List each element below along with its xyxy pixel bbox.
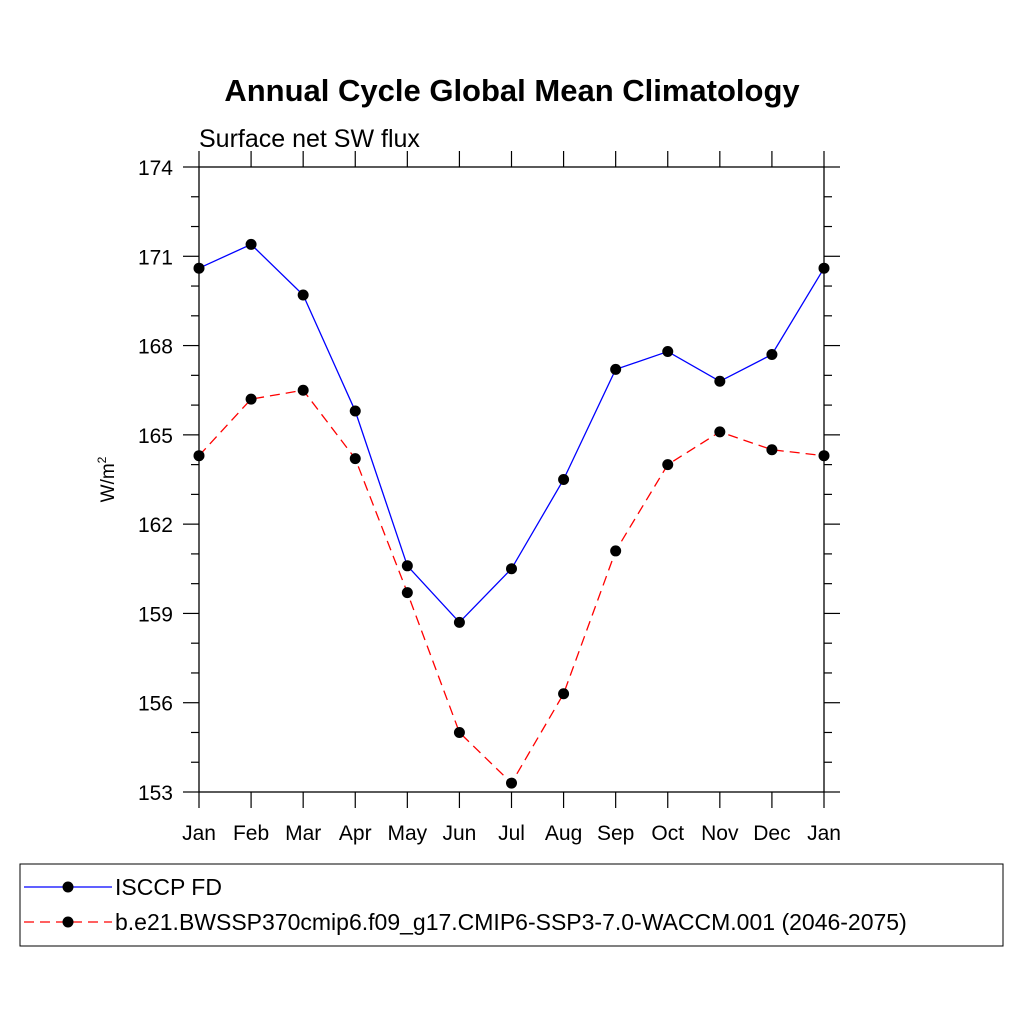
y-tick-label: 156 xyxy=(138,693,173,716)
x-tick-label: Nov xyxy=(701,822,739,845)
legend-label-1: ISCCP FD xyxy=(115,874,222,900)
legend-marker-1 xyxy=(62,881,74,893)
y-tick-label: 168 xyxy=(138,336,173,359)
plot-axes: 153 156 159 162 165 168 171 174 Jan Feb Mar Apr May J… xyxy=(95,151,841,845)
y-tick-label: 171 xyxy=(138,246,173,269)
legend: ISCCP FD b.e21.BWSSP370cmip6.f09_g17.CMIP… xyxy=(19,863,1004,947)
y-axis-label-superscript: 2 xyxy=(95,456,109,463)
y-tick-label: 162 xyxy=(138,514,173,537)
y-tick-label: 174 xyxy=(138,157,173,180)
series-1-point xyxy=(453,616,465,628)
legend-box xyxy=(19,863,1004,947)
series-2-line xyxy=(198,389,825,785)
x-tick-label: Jul xyxy=(498,822,525,845)
y-tick-label: 159 xyxy=(138,603,173,626)
series-2-point xyxy=(401,587,413,599)
series-2-point xyxy=(349,453,361,465)
x-tick-label: Jan xyxy=(182,822,216,845)
x-tick-label: Mar xyxy=(285,822,321,845)
series-2-point xyxy=(297,384,309,396)
y-tick-label: 153 xyxy=(138,782,173,805)
series-2-point xyxy=(610,545,622,557)
series-2-point xyxy=(245,393,257,405)
series-1-point xyxy=(662,346,674,358)
y-tick-label: 165 xyxy=(138,425,173,448)
series-1-point xyxy=(714,375,726,387)
plot-series xyxy=(193,238,830,789)
plot-frame xyxy=(198,166,825,793)
x-tick-label: Oct xyxy=(651,822,684,845)
series-1 xyxy=(193,238,830,628)
x-tick-label: Sep xyxy=(597,822,634,845)
legend-marker-2 xyxy=(62,916,74,928)
series-2-point xyxy=(714,426,726,438)
series-1-point xyxy=(506,563,517,575)
legend-label-2: b.e21.BWSSP370cmip6.f09_g17.CMIP6-SSP3-7… xyxy=(115,909,907,935)
chart-subtitle: Surface net SW flux xyxy=(199,125,420,153)
series-2-point xyxy=(766,444,778,456)
series-1-point xyxy=(297,289,309,301)
series-1-point xyxy=(349,405,361,417)
series-1-point xyxy=(766,349,778,360)
y-axis-label-text: W/m xyxy=(98,463,119,502)
x-tick-label: Jan xyxy=(807,822,841,845)
series-2-point xyxy=(662,459,674,471)
series-2-point xyxy=(818,450,830,462)
x-tick-label: Dec xyxy=(753,822,790,845)
chart-title: Annual Cycle Global Mean Climatology xyxy=(224,73,800,108)
x-tick-label: Feb xyxy=(233,822,269,845)
series-1-point xyxy=(610,363,622,375)
series-2-point xyxy=(193,450,205,462)
series-1-point xyxy=(401,560,413,572)
series-1-point xyxy=(193,262,205,274)
x-tick-label: Apr xyxy=(339,822,372,845)
y-axis-label: W/m2 xyxy=(95,456,119,502)
series-1-point xyxy=(818,262,830,274)
x-tick-label: May xyxy=(387,822,427,845)
series-1-point xyxy=(245,238,257,250)
x-tick-label: Jun xyxy=(442,822,476,845)
x-tick-label: Aug xyxy=(545,822,582,845)
series-2-point xyxy=(506,777,517,789)
series-1-point xyxy=(558,474,570,485)
series-2-point xyxy=(558,688,570,700)
series-2-point xyxy=(453,726,465,738)
series-2 xyxy=(193,384,830,789)
